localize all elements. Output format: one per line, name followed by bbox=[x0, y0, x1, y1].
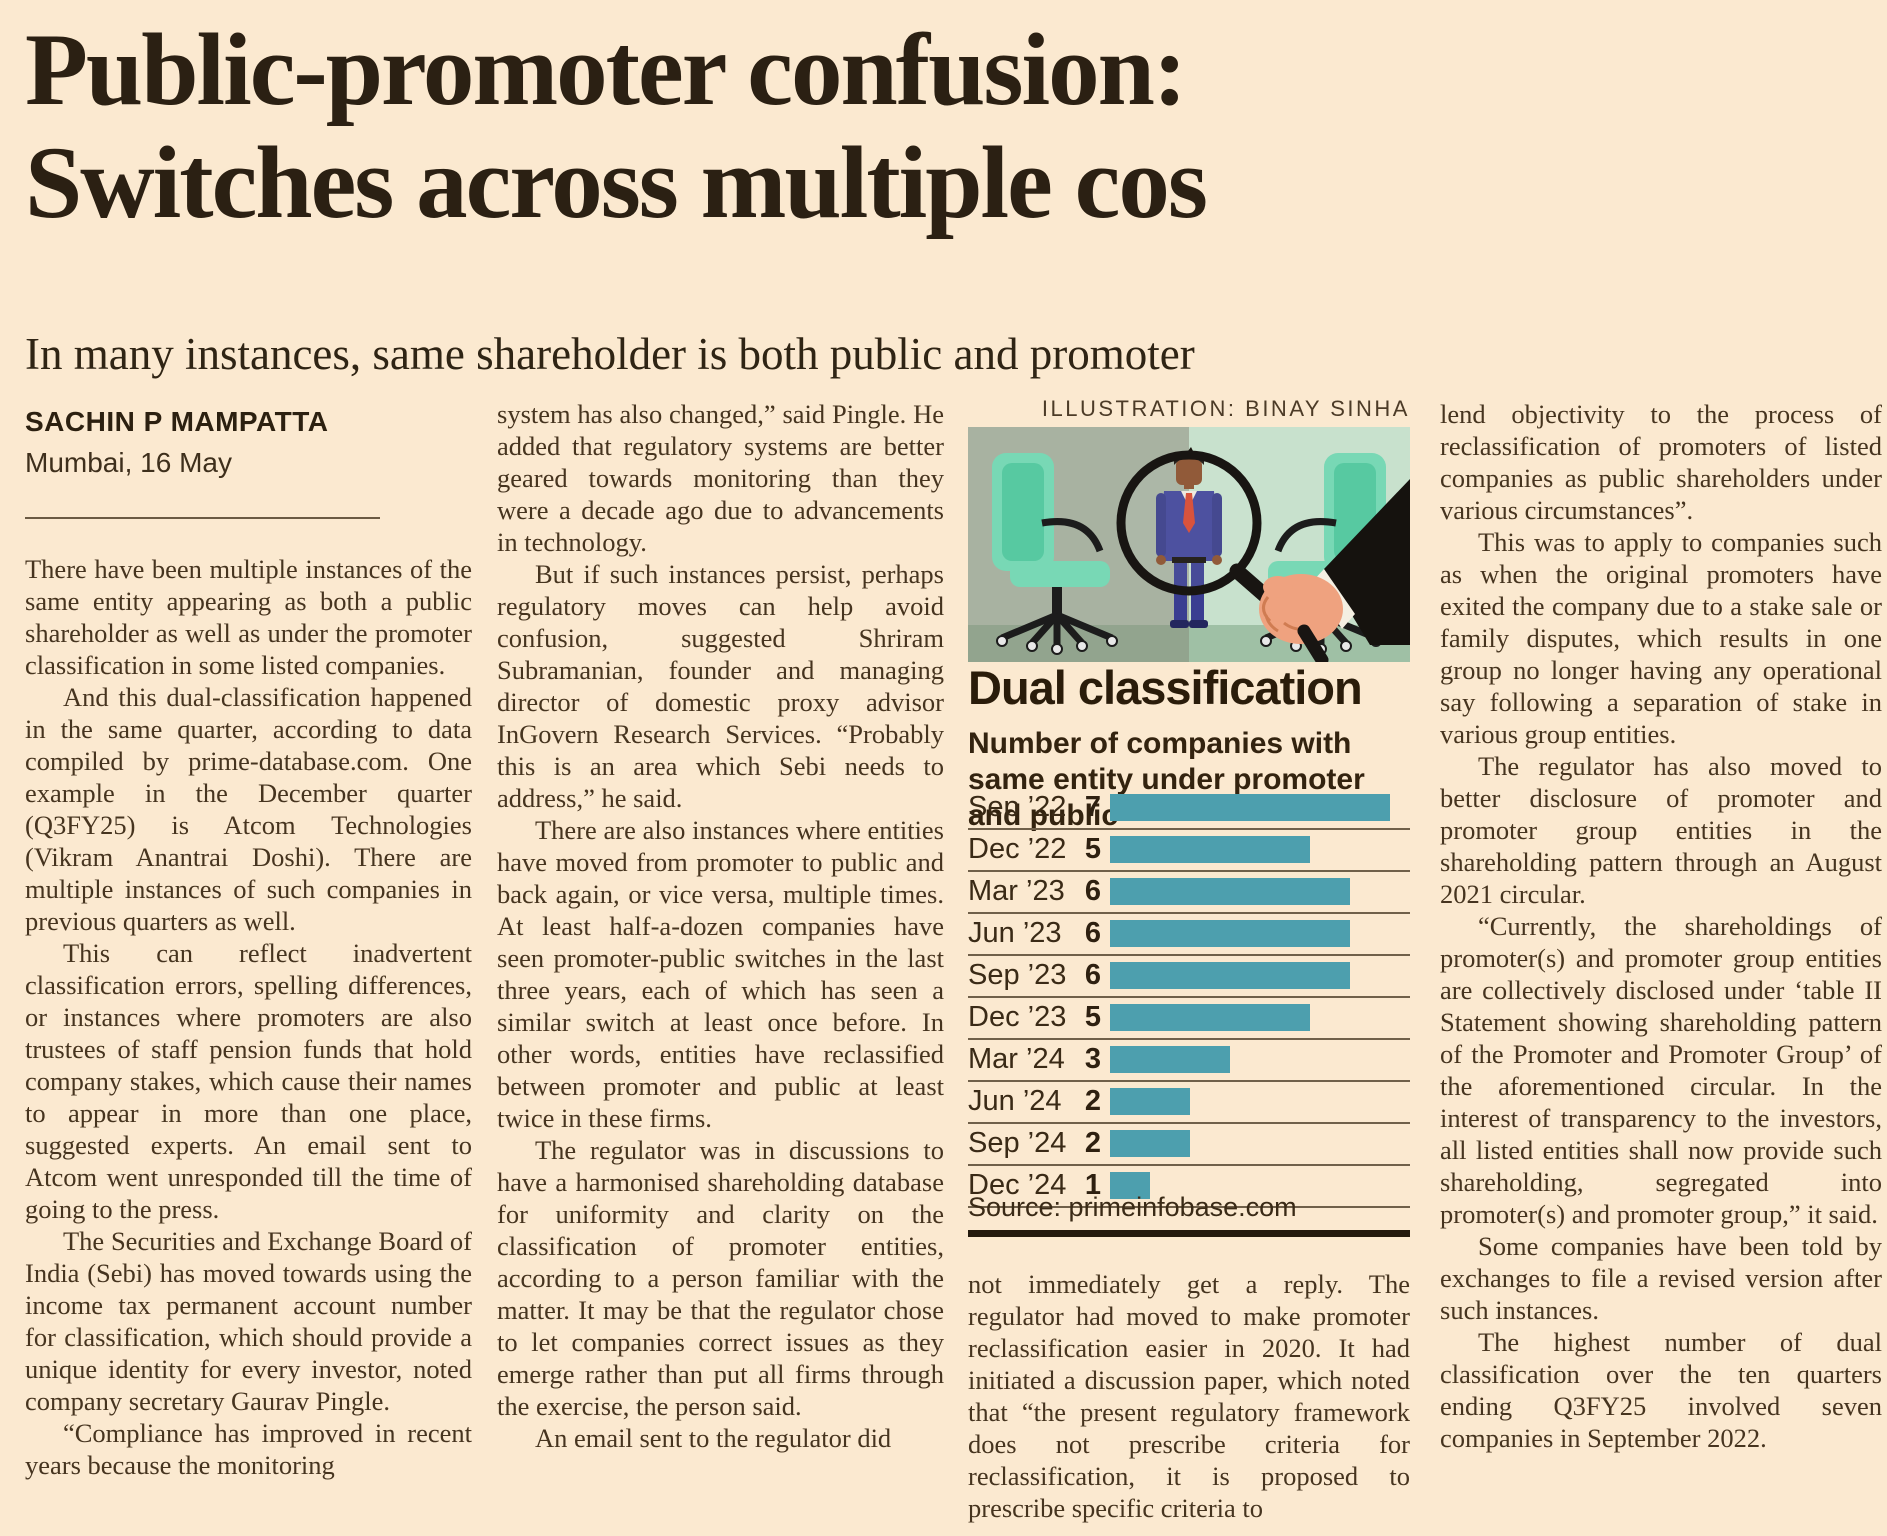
bar-value: 5 bbox=[1084, 833, 1101, 865]
paragraph: “Currently, the shareholdings of promote… bbox=[1440, 911, 1882, 1229]
bar bbox=[1110, 1130, 1190, 1157]
paragraph: There are also instances where entities … bbox=[497, 815, 944, 1133]
illustration-credit: ILLUSTRATION: BINAY SINHA bbox=[1041, 396, 1410, 421]
bar bbox=[1110, 1004, 1310, 1031]
bar-label: Dec ’24 bbox=[968, 1169, 1067, 1201]
paragraph: And this dual-classification happened in… bbox=[25, 682, 472, 936]
bar-value: 6 bbox=[1084, 917, 1101, 949]
chart-row: Dec ’22 5 bbox=[968, 830, 1410, 872]
paragraph: not immediately get a reply. The regulat… bbox=[968, 1269, 1410, 1523]
bar-label: Dec ’22 bbox=[968, 833, 1067, 865]
bar-chart: Sep ’22 7 Dec ’22 5 Mar ’23 6 Jun ’23 6 Sep ’23 6… bbox=[968, 788, 1410, 1208]
chart-row: Sep ’23 6 bbox=[968, 956, 1410, 998]
headline: Public-promoter confusion: Switches acro… bbox=[25, 13, 1208, 241]
chart-source: Source: primeinfobase.com bbox=[968, 1192, 1297, 1222]
chart-title: Dual classification bbox=[968, 661, 1363, 714]
bar bbox=[1110, 794, 1390, 821]
bar-value: 2 bbox=[1084, 1127, 1101, 1159]
article-column-2: system has also changed,” said Pingle. H… bbox=[497, 398, 944, 1536]
chart-row: Dec ’24 1 bbox=[968, 1166, 1410, 1208]
bar bbox=[1110, 1046, 1230, 1073]
chart-row: Sep ’22 7 bbox=[968, 788, 1410, 830]
bar-label: Mar ’23 bbox=[968, 875, 1065, 907]
byline-rule bbox=[25, 517, 380, 519]
headline-line-2: Switches across multiple cos bbox=[25, 126, 1208, 241]
paragraph: This was to apply to companies such as w… bbox=[1440, 527, 1882, 749]
bar bbox=[1110, 836, 1310, 863]
bar-value: 6 bbox=[1084, 959, 1101, 991]
bar-label: Jun ’23 bbox=[968, 917, 1062, 949]
bar-label: Sep ’23 bbox=[968, 959, 1067, 991]
bar-value: 2 bbox=[1084, 1085, 1101, 1117]
bar-label: Dec ’23 bbox=[968, 1001, 1067, 1033]
chart-row: Jun ’23 6 bbox=[968, 914, 1410, 956]
paragraph: This can reflect inadvertent classificat… bbox=[25, 938, 472, 1224]
chart-row: Mar ’23 6 bbox=[968, 872, 1410, 914]
bar-label: Mar ’24 bbox=[968, 1043, 1065, 1075]
chart-row: Sep ’24 2 bbox=[968, 1124, 1410, 1166]
paragraph: The regulator has also moved to better d… bbox=[1440, 751, 1882, 909]
article-column-4: lend objectivity to the process of recla… bbox=[1440, 398, 1882, 1536]
article-column-3-continued: not immediately get a reply. The regulat… bbox=[968, 1268, 1410, 1536]
paragraph: system has also changed,” said Pingle. H… bbox=[497, 399, 944, 557]
subheadline: In many instances, same shareholder is b… bbox=[25, 329, 1195, 379]
paragraph: An email sent to the regulator did bbox=[535, 1423, 892, 1453]
chart-row: Jun ’24 2 bbox=[968, 1082, 1410, 1124]
bar-label: Jun ’24 bbox=[968, 1085, 1062, 1117]
chart-bottom-rule bbox=[968, 1230, 1410, 1237]
bar bbox=[1110, 1088, 1190, 1115]
bar-value: 6 bbox=[1084, 875, 1101, 907]
bar bbox=[1110, 1172, 1150, 1199]
byline-author: SACHIN P MAMPATTA bbox=[25, 406, 329, 437]
article-column-1: There have been multiple instances of th… bbox=[25, 553, 472, 1536]
bar-value: 5 bbox=[1084, 1001, 1101, 1033]
chart-row: Dec ’23 5 bbox=[968, 998, 1410, 1040]
paragraph: Some companies have been told by exchang… bbox=[1440, 1231, 1882, 1325]
bar-value: 7 bbox=[1084, 791, 1101, 823]
paragraph: The highest number of dual classificatio… bbox=[1440, 1327, 1882, 1453]
bar-value: 1 bbox=[1084, 1169, 1101, 1201]
headline-line-1: Public-promoter confusion: bbox=[25, 13, 1187, 127]
chart-subtitle: Number of companies with same entity und… bbox=[968, 727, 1365, 832]
bar bbox=[1110, 962, 1350, 989]
bar-label: Sep ’22 bbox=[968, 791, 1067, 823]
bar-label: Sep ’24 bbox=[968, 1127, 1067, 1159]
bar bbox=[1110, 920, 1350, 947]
bar-value: 3 bbox=[1084, 1043, 1101, 1075]
paragraph: But if such instances persist, perhaps r… bbox=[497, 559, 944, 813]
dateline: Mumbai, 16 May bbox=[25, 447, 232, 478]
paragraph: “Compliance has improved in recent years… bbox=[25, 1418, 472, 1480]
bar bbox=[1110, 878, 1350, 905]
hand-holding-magnifier bbox=[1259, 574, 1343, 662]
illustration bbox=[968, 427, 1410, 662]
paragraph: The Securities and Exchange Board of Ind… bbox=[25, 1226, 472, 1416]
paragraph: The regulator was in discussions to have… bbox=[497, 1135, 944, 1421]
paragraph: There have been multiple instances of th… bbox=[25, 554, 472, 680]
paragraph: lend objectivity to the process of recla… bbox=[1440, 399, 1882, 525]
chart-row: Mar ’24 3 bbox=[968, 1040, 1410, 1082]
